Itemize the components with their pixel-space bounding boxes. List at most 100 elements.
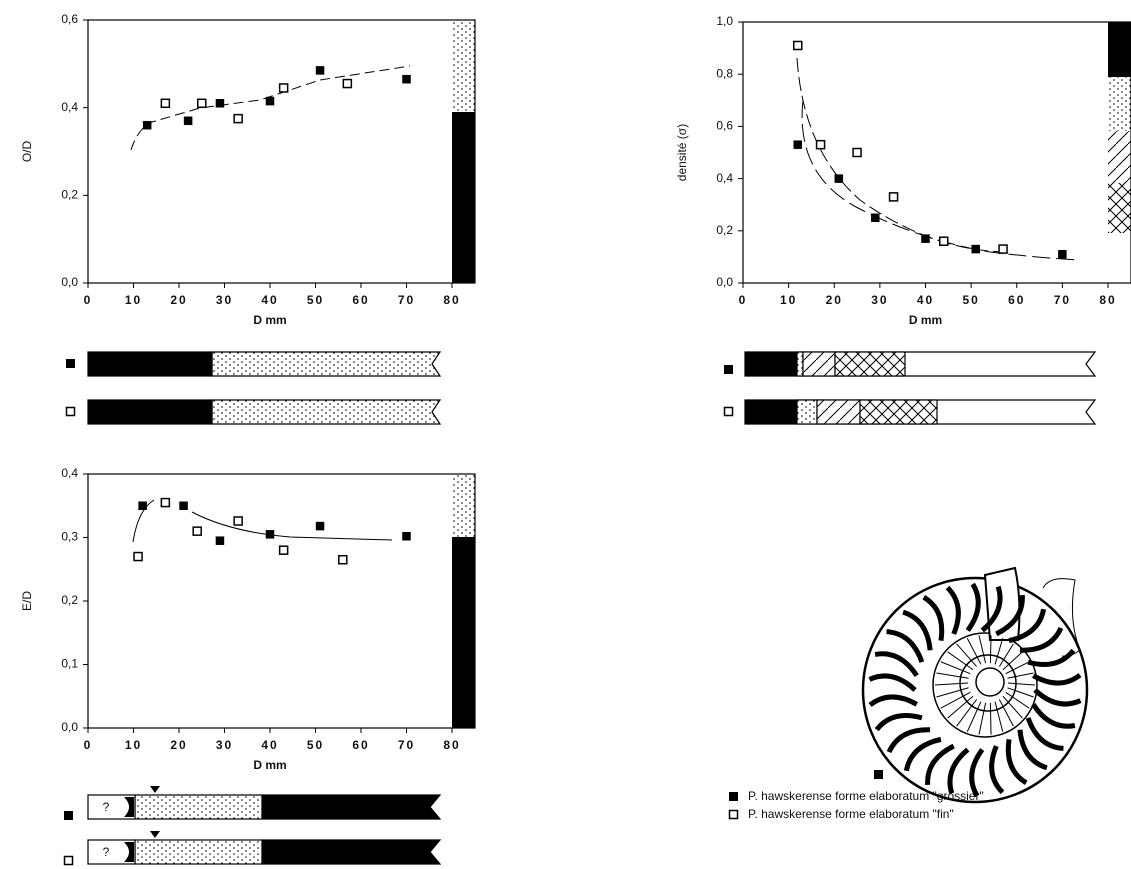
rib: [874, 651, 919, 678]
y-axis-label: E/D: [20, 591, 34, 611]
rib: [969, 748, 985, 798]
data-point: [315, 521, 325, 531]
rib: [994, 638, 1004, 665]
legend-label: P. hawskerense forme elaboratum "grossie…: [748, 789, 984, 803]
ontogeny-strip: ? ?: [63, 786, 442, 866]
rib: [947, 695, 974, 719]
x-tick-label: 80: [443, 293, 460, 307]
rib: [936, 687, 969, 698]
data-point: [278, 83, 289, 93]
x-tick-label: 70: [398, 738, 415, 752]
x-tick-label: 0: [84, 293, 93, 307]
rib: [868, 694, 918, 708]
rib: [989, 702, 992, 735]
data-point: [939, 236, 949, 246]
data-point: [278, 545, 289, 555]
x-tick-label: 70: [398, 293, 415, 307]
data-point: [233, 113, 243, 124]
rib: [956, 699, 978, 727]
rib: [886, 629, 925, 663]
data-point: [793, 140, 802, 149]
rib: [934, 682, 969, 686]
data-point: [215, 99, 225, 108]
rib: [1031, 702, 1076, 729]
x-axis-label: D mm: [909, 313, 942, 327]
data-point: [834, 174, 844, 183]
data-point: [315, 66, 325, 75]
x-tick-label: 60: [1008, 293, 1025, 307]
data-point: [179, 501, 188, 510]
plot-frame: [742, 21, 1131, 284]
data-point: [265, 530, 275, 539]
rib: [922, 595, 945, 641]
y-axis-label: densité (σ): [675, 124, 689, 181]
data-point: [142, 120, 152, 130]
x-tick-label: 30: [216, 738, 233, 752]
rib: [978, 702, 987, 735]
ammonite-illustration: [861, 566, 1089, 804]
rib: [1007, 687, 1034, 698]
rib: [1005, 691, 1030, 709]
rib: [989, 745, 1005, 795]
x-tick-label: 30: [871, 293, 888, 307]
x-tick-label: 20: [170, 738, 187, 752]
y-tick-label: 0,4: [716, 171, 733, 185]
y-tick-label: 0,3: [61, 530, 78, 544]
x-tick-label: 40: [261, 738, 278, 752]
data-point: [160, 497, 171, 508]
data-point: [402, 74, 411, 84]
data-point: [138, 501, 147, 510]
rib: [940, 691, 971, 709]
rib: [998, 699, 1014, 727]
rib: [868, 673, 917, 692]
rib: [965, 582, 981, 632]
x-tick-label: 40: [917, 293, 934, 307]
y-tick-label: 0,0: [61, 720, 78, 734]
data-point: [402, 531, 411, 541]
rib: [1007, 682, 1036, 686]
strip-note: ?: [103, 800, 110, 814]
data-point: [183, 116, 193, 126]
strip-note: ?: [103, 845, 110, 859]
ontogeny-strip: [723, 351, 1097, 425]
rib: [956, 643, 978, 667]
rib: [925, 743, 955, 786]
y-tick-label: 0,2: [61, 593, 78, 607]
data-point: [192, 526, 202, 536]
x-axis-label: D mm: [253, 758, 286, 772]
data-point: [338, 554, 348, 565]
data-point: [1058, 250, 1067, 259]
data-point: [871, 213, 880, 222]
rib: [1027, 648, 1076, 667]
y-tick-label: 0,1: [61, 657, 78, 671]
x-tick-label: 50: [962, 293, 979, 307]
rib: [995, 594, 1025, 637]
rib: [947, 651, 974, 671]
x-axis-label: D mm: [253, 313, 286, 327]
x-tick-label: 30: [216, 293, 233, 307]
rib: [1033, 688, 1082, 707]
rib: [936, 672, 969, 679]
rib: [966, 701, 982, 732]
data-point: [215, 536, 225, 545]
x-tick-label: 20: [826, 293, 843, 307]
data-point: [921, 234, 930, 243]
data-point: [793, 40, 803, 51]
y-tick-label: 0,2: [61, 188, 78, 202]
rib: [1008, 608, 1047, 644]
y-tick-label: 0,8: [716, 66, 733, 80]
x-tick-label: 80: [443, 738, 460, 752]
y-tick-label: 1,0: [716, 14, 733, 28]
x-tick-label: 0: [84, 738, 93, 752]
rib: [998, 643, 1014, 667]
y-axis-label: O/D: [20, 141, 34, 163]
x-tick-label: 10: [780, 293, 797, 307]
data-point: [971, 244, 980, 254]
data-point: [197, 98, 207, 109]
rib: [989, 635, 992, 664]
rib: [1019, 626, 1064, 653]
x-tick-label: 60: [352, 738, 369, 752]
rib: [902, 609, 933, 651]
rib: [978, 635, 987, 664]
